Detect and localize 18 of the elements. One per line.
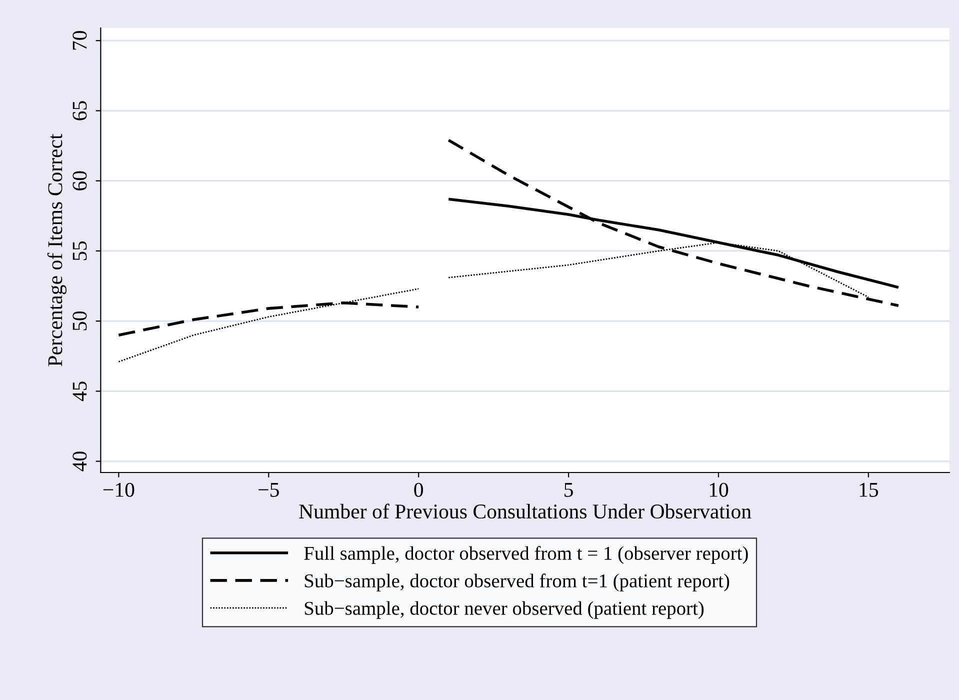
y-axis-title: Percentage of Items Correct	[47, 134, 67, 366]
y-tick-label: 60	[72, 171, 87, 190]
y-tick-label: 50	[72, 311, 87, 330]
legend-label: Sub−sample, doctor observed from t=1 (patient report)	[304, 574, 730, 592]
legend-label: Full sample, doctor observed from t = 1 (observer report)	[304, 546, 748, 564]
y-tick-label: 55	[72, 241, 87, 260]
legend-label: Sub−sample, doctor never observed (patient report)	[304, 601, 704, 619]
y-tick-label: 65	[72, 101, 87, 120]
x-tick-label: −5	[258, 483, 279, 497]
x-axis-title: Number of Previous Consultations Under Observation	[299, 504, 752, 519]
x-tick-label: 10	[710, 482, 728, 497]
x-tick-label: 0	[414, 482, 423, 497]
y-tick-label: 45	[72, 382, 87, 402]
x-tick-label: −10	[103, 482, 134, 497]
y-tick-label: 40	[72, 452, 87, 472]
y-tick-label: 70	[72, 30, 87, 50]
x-tick-label: 15	[860, 482, 878, 497]
x-tick-label: 5	[564, 483, 573, 497]
